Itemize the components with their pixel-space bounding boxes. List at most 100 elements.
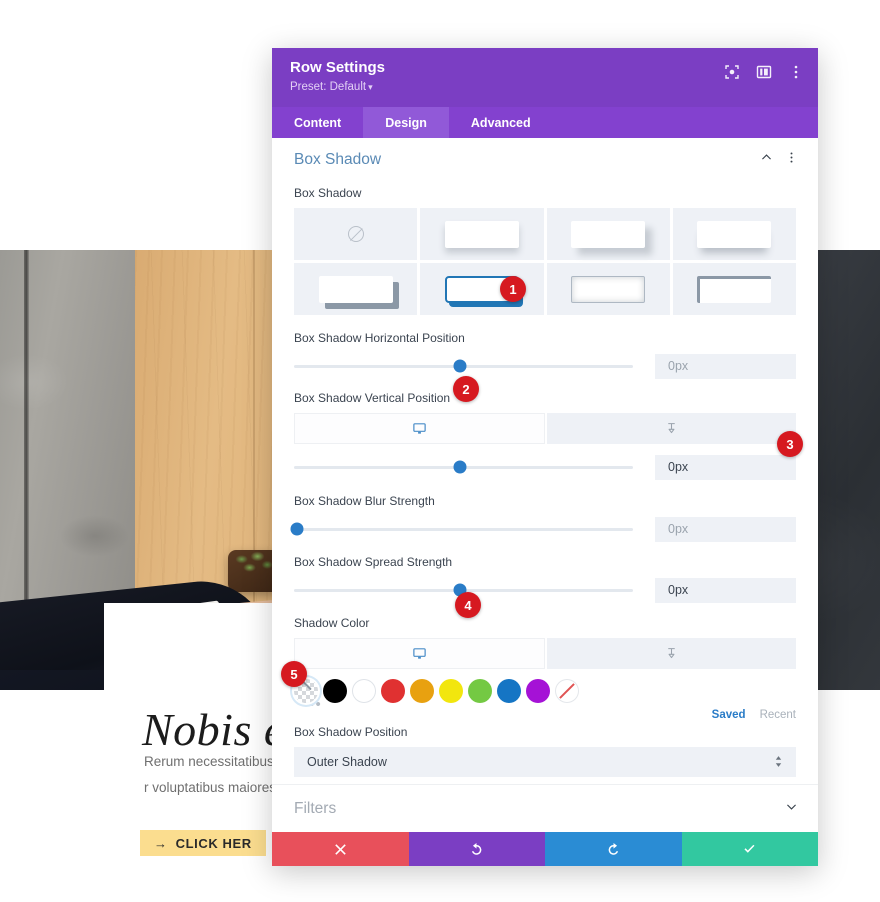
swatch-white[interactable]: [352, 679, 376, 703]
box-shadow-field-label: Box Shadow: [294, 186, 362, 200]
annotation-marker-2: 2: [453, 376, 479, 402]
saved-recent-tabs: Saved Recent: [712, 709, 796, 721]
value-horizontal-position[interactable]: 0px: [655, 353, 796, 379]
preset-hard-offset[interactable]: [294, 263, 418, 315]
modal-action-bar: [272, 832, 818, 866]
label-shadow-color: Shadow Color: [294, 616, 370, 630]
modal-body: Box Shadow Box Shadow: [272, 138, 818, 832]
slider-track-bar: [290, 522, 633, 536]
layout-columns-icon[interactable]: [756, 64, 772, 80]
annotation-marker-3: 3: [777, 431, 803, 457]
label-spread-strength: Box Shadow Spread Strength: [294, 555, 453, 569]
cta-button[interactable]: → CLICK HER: [140, 830, 266, 856]
slider-track-bar: [294, 359, 633, 373]
cta-button-label: CLICK HER: [175, 835, 252, 851]
desktop-icon[interactable]: [294, 413, 545, 444]
swatch-blue[interactable]: [497, 679, 521, 703]
label-box-shadow-position: Box Shadow Position: [294, 725, 408, 739]
preset-drop-bottom[interactable]: [420, 208, 544, 260]
color-swatch-row: Saved Recent: [294, 679, 796, 721]
label-horizontal-position: Box Shadow Horizontal Position: [294, 331, 465, 345]
slider-row-blur: 0px: [290, 516, 796, 542]
pin-icon[interactable]: [547, 413, 796, 444]
swatch-black[interactable]: [323, 679, 347, 703]
chevron-up-icon[interactable]: [760, 151, 773, 169]
preset-none[interactable]: [294, 208, 418, 260]
responsive-toggle-row-color: [294, 638, 796, 669]
value-vertical-position[interactable]: 0px: [655, 454, 796, 480]
fullscreen-icon[interactable]: [724, 64, 740, 80]
preset-preview: [571, 275, 646, 303]
slider-thumb[interactable]: [290, 522, 304, 536]
swatch-orange[interactable]: [410, 679, 434, 703]
preset-preview: [571, 220, 646, 248]
slider-track-bar: [294, 460, 633, 474]
chevron-down-icon[interactable]: [785, 800, 798, 818]
slider-row-spread: 0px: [294, 577, 796, 603]
section-title-box-shadow: Box Shadow: [294, 151, 382, 168]
preset-inner-shadow[interactable]: [546, 263, 670, 315]
box-shadow-preset-grid: [294, 208, 796, 315]
preset-drop-soft-bottom[interactable]: [672, 208, 796, 260]
label-vertical-position: Box Shadow Vertical Position: [294, 391, 451, 405]
tab-design[interactable]: Design: [363, 107, 449, 138]
slider-track-horizontal[interactable]: [294, 353, 655, 379]
section-header-box-shadow[interactable]: Box Shadow: [272, 138, 818, 182]
save-button[interactable]: [681, 832, 818, 866]
modal-tabs: Content Design Advanced: [272, 107, 818, 138]
filters-collapse-control: [785, 800, 798, 818]
value-spread-strength[interactable]: 0px: [655, 577, 796, 603]
tab-content[interactable]: Content: [294, 115, 342, 130]
desktop-icon[interactable]: [294, 638, 545, 669]
slider-row-vertical: 0px: [294, 454, 796, 480]
swatch-transparent[interactable]: [555, 679, 579, 703]
select-arrows-icon: [774, 755, 783, 769]
swatch-green[interactable]: [468, 679, 492, 703]
section-header-controls: [760, 151, 798, 169]
modal-title: Row Settings: [290, 59, 386, 76]
section-header-filters[interactable]: Filters: [272, 784, 818, 832]
preset-preview: [697, 275, 772, 303]
redo-icon: [608, 842, 618, 855]
responsive-toggle-row-vertical: [294, 413, 796, 444]
arrow-right-icon: →: [154, 835, 168, 851]
tab-advanced[interactable]: Advanced: [470, 115, 531, 130]
slider-thumb[interactable]: [453, 359, 467, 373]
slider-track-vertical[interactable]: [294, 454, 655, 480]
control-horizontal-position: Box Shadow Horizontal Position 0px: [294, 331, 796, 379]
slider-track-bar: [294, 583, 633, 597]
swatch-red[interactable]: [381, 679, 405, 703]
saved-colors-tab[interactable]: Saved: [711, 709, 746, 721]
chevron-down-icon: ▾: [368, 82, 373, 92]
cross-icon: [335, 843, 346, 855]
kebab-menu-icon[interactable]: [788, 64, 804, 80]
annotation-marker-4: 4: [455, 592, 481, 618]
preset-corner-lines[interactable]: [672, 263, 796, 315]
box-shadow-controls: Box Shadow Box Shadow Horizontal Positio…: [272, 182, 818, 777]
recent-colors-tab[interactable]: Recent: [759, 709, 796, 721]
box-shadow-position-select[interactable]: Outer Shadow: [294, 747, 796, 777]
row-settings-modal: Row Settings Preset: Default ▾ Content De…: [272, 48, 818, 866]
redo-button[interactable]: [545, 832, 682, 866]
kebab-menu-icon[interactable]: [785, 151, 798, 169]
annotation-marker-5: 5: [281, 661, 307, 687]
preset-drop-diagonal[interactable]: [546, 208, 670, 260]
slider-thumb[interactable]: [453, 460, 467, 474]
value-blur-strength[interactable]: 0px: [655, 516, 796, 542]
preset-preview: [318, 275, 393, 303]
undo-icon: [472, 842, 482, 855]
label-blur-strength: Box Shadow Blur Strength: [294, 494, 435, 508]
control-shadow-color: Shadow Color: [294, 616, 796, 721]
pin-icon[interactable]: [547, 638, 796, 669]
preset-preview: [697, 220, 772, 248]
undo-button[interactable]: [408, 832, 545, 866]
swatch-purple[interactable]: [526, 679, 550, 703]
swatch-yellow[interactable]: [439, 679, 463, 703]
cancel-button[interactable]: [272, 832, 409, 866]
slider-track-blur[interactable]: [290, 516, 655, 542]
preset-selector[interactable]: Preset: Default ▾: [290, 81, 385, 93]
modal-header: Row Settings Preset: Default ▾: [272, 48, 818, 107]
plant-leaves: [232, 548, 276, 576]
preset-preview: [444, 220, 519, 248]
box-shadow-position-value: Outer Shadow: [307, 755, 387, 769]
